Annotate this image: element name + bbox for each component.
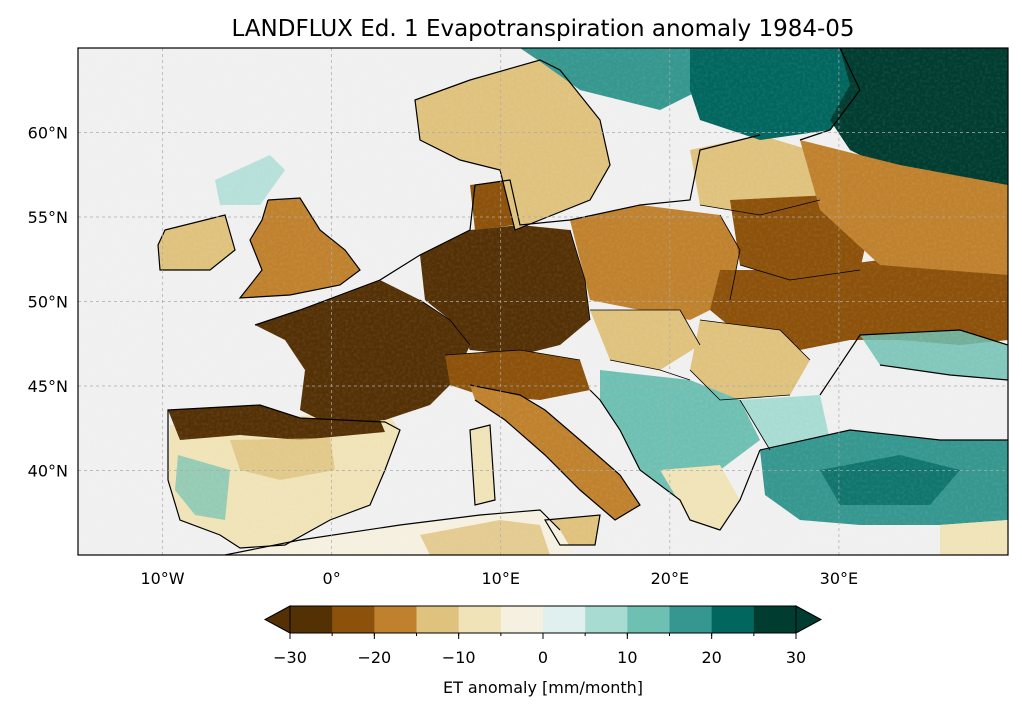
lon-tick-label: 30°E <box>820 569 858 588</box>
lat-tick-label: 55°N <box>28 208 68 227</box>
coastlines <box>157 48 1008 555</box>
longitude-labels: 10°W 0° 10°E 20°E 30°E <box>140 569 858 588</box>
colorbar-extend-min <box>263 605 291 634</box>
colorbar-tick-label: 20 <box>701 648 721 667</box>
lat-tick-label: 60°N <box>28 124 68 143</box>
colorbar-segment <box>543 606 586 633</box>
colorbar-tick-label: 0 <box>538 648 548 667</box>
lat-tick-label: 40°N <box>28 462 68 481</box>
map-title: LANDFLUX Ed. 1 Evapotranspiration anomal… <box>231 16 854 42</box>
colorbar-segment <box>669 606 713 633</box>
lat-tick-label: 50°N <box>28 293 68 312</box>
country-borders <box>419 199 861 451</box>
colorbar-tick-label: −30 <box>273 648 307 667</box>
colorbar-segment <box>500 606 544 633</box>
lon-tick-label: 20°E <box>651 569 689 588</box>
colorbar-segment <box>374 606 417 633</box>
colorbar-label: ET anomaly [mm/month] <box>443 678 643 697</box>
colorbar: −30 −20 −10 0 10 20 30 <box>263 605 823 667</box>
colorbar-tick-label: 10 <box>617 648 637 667</box>
colorbar-segment <box>458 606 502 633</box>
colorbar-segment <box>416 606 460 633</box>
colorbar-tick-label: 30 <box>786 648 806 667</box>
colorbar-tick-label: −20 <box>357 648 391 667</box>
colorbar-extend-max <box>795 605 823 634</box>
colorbar-segment <box>585 606 628 633</box>
lon-tick-label: 10°W <box>140 569 184 588</box>
colorbar-segment <box>753 606 797 633</box>
latitude-labels: 40°N 45°N 50°N 55°N 60°N <box>28 124 68 481</box>
map-border <box>77 47 1009 556</box>
lat-tick-label: 45°N <box>28 377 68 396</box>
gridlines <box>78 48 1008 555</box>
colorbar-segment <box>332 606 375 633</box>
colorbar-segment <box>711 606 755 633</box>
map-panel: 40°N 45°N 50°N 55°N 60°N 10°W 0° 10°E 20°E 30°E <box>28 47 1009 588</box>
lon-tick-label: 0° <box>323 569 341 588</box>
colorbar-segment <box>290 606 333 633</box>
colorbar-segment <box>627 606 670 633</box>
lon-tick-label: 10°E <box>481 569 519 588</box>
colorbar-tick-label: −10 <box>442 648 476 667</box>
